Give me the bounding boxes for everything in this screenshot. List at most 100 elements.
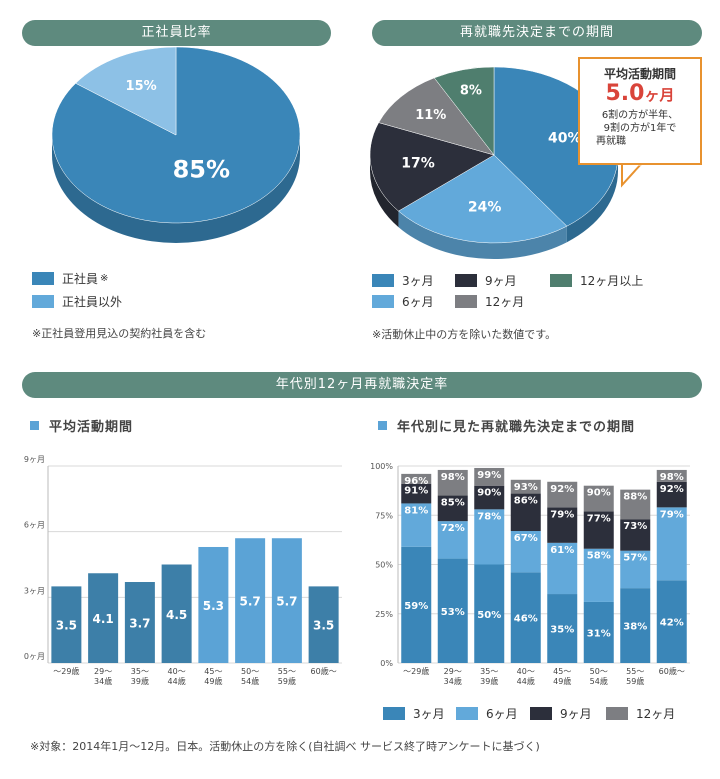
bar-value-label-1: 4.1 <box>92 612 113 626</box>
stack-seg-2-0 <box>401 483 432 504</box>
legend-12m: 12ヶ月 <box>455 293 524 310</box>
x-tick-label: 35〜 <box>131 667 149 676</box>
stack-seg-1-4 <box>547 542 578 595</box>
stack-label-3-5: 90% <box>587 488 611 499</box>
pie-label-0: 85% <box>173 155 230 183</box>
stack-label-1-3: 67% <box>514 533 538 544</box>
stack-seg-3-3 <box>510 479 541 494</box>
stack-label-3-6: 88% <box>623 492 647 503</box>
x-tick-label: 50〜 <box>590 667 608 676</box>
stack-seg-0-3 <box>510 572 541 663</box>
x-tick-label: 54歳 <box>241 676 259 686</box>
average-period-callout: 平均活動期間 5.0ヶ月 6割の方が半年、 9割の方が1年で 再就職 <box>578 57 702 165</box>
stack-seg-2-6 <box>620 519 651 551</box>
pie-side-2 <box>370 155 399 228</box>
x-tick-label: 49歳 <box>553 676 571 686</box>
stack-seg-1-5 <box>583 548 614 602</box>
legend-label: 正社員以外 <box>62 295 123 309</box>
stack-label-0-2: 50% <box>477 610 501 621</box>
stack-seg-1-2 <box>474 509 505 565</box>
stack-seg-0-1 <box>437 558 468 663</box>
x-tick-label: 55〜 <box>278 667 296 676</box>
bar-value-label-2: 3.7 <box>129 617 150 631</box>
bar-3 <box>161 564 192 663</box>
stack-label-2-1: 85% <box>441 498 465 509</box>
bar-0 <box>51 586 82 663</box>
stack-seg-1-7 <box>656 507 687 581</box>
x-tick-label: 〜29歳 <box>53 666 79 676</box>
x-tick-label: 35〜 <box>480 667 498 676</box>
stack-label-0-6: 38% <box>623 622 647 633</box>
x-tick-label: 55〜 <box>626 667 644 676</box>
y-tick-label: 6ヶ月 <box>24 521 45 530</box>
ratio-note: ※正社員登用見込の契約社員を含む <box>32 327 207 340</box>
average-period-bar-chart: 0ヶ月 3ヶ月 6ヶ月 9ヶ月 3.5 〜29歳 4.1 29〜34歳 3.7 35〜39歳 4.5… <box>24 455 342 686</box>
x-tick-label: 40〜 <box>517 667 535 676</box>
avg-period-title: 平均活動期間 <box>30 416 133 435</box>
stack-label-3-2: 99% <box>477 470 501 481</box>
stack-label-3-0: 96% <box>404 476 428 487</box>
stack-seg-3-0 <box>401 473 432 484</box>
y-tick-label: 100% <box>370 462 393 471</box>
pie-side-1 <box>398 211 567 259</box>
legend-seishain: 正社員 ※ <box>32 270 108 287</box>
x-tick-label: 34歳 <box>94 676 112 686</box>
x-tick-label: 49歳 <box>204 676 222 686</box>
stack-seg-1-3 <box>510 531 541 573</box>
x-tick-label: 44歳 <box>168 676 186 686</box>
period-header: 再就職先決定までの期間 <box>372 20 702 46</box>
legend-6m: 6ヶ月 <box>372 293 434 310</box>
stack-label-0-5: 31% <box>587 628 611 639</box>
stack-legend-9m: 9ヶ月 <box>530 705 592 722</box>
x-tick-label: 34歳 <box>444 676 462 686</box>
bar-1 <box>88 573 119 663</box>
y-tick-label: 9ヶ月 <box>24 455 45 464</box>
x-tick-label: 45〜 <box>553 667 571 676</box>
legend-12m-plus: 12ヶ月以上 <box>550 272 643 289</box>
x-tick-label: 59歳 <box>278 676 296 686</box>
stack-label-2-6: 73% <box>623 521 647 532</box>
stack-label-2-3: 86% <box>514 496 538 507</box>
callout-title: 平均活動期間 <box>603 67 676 81</box>
legend-non-seishain: 正社員以外 <box>32 293 122 310</box>
pie-side-0 <box>566 155 618 243</box>
pie-label-3: 11% <box>415 108 446 123</box>
stack-label-2-5: 77% <box>587 513 611 524</box>
stack-label-3-7: 98% <box>660 472 684 483</box>
stack-legend-3m: 3ヶ月 <box>383 705 445 722</box>
stack-seg-0-6 <box>620 588 651 663</box>
bar-value-label-6: 5.7 <box>276 595 297 609</box>
stack-seg-1-6 <box>620 550 651 589</box>
legend-mark: ※ <box>100 273 109 284</box>
bar-4 <box>198 546 229 663</box>
bar-value-label-0: 3.5 <box>56 619 77 633</box>
stack-seg-0-5 <box>583 601 614 663</box>
stack-label-0-3: 46% <box>514 614 538 625</box>
callout-value: 5.0ヶ月 <box>605 81 675 106</box>
x-tick-label: 40〜 <box>168 667 186 676</box>
legend-swatch <box>32 272 54 285</box>
x-tick-label: 44歳 <box>517 676 535 686</box>
x-tick-label: 59歳 <box>626 676 644 686</box>
pie-label-2: 17% <box>401 156 435 172</box>
x-tick-label: 54歳 <box>590 676 608 686</box>
y-tick-label: 0% <box>380 659 393 668</box>
stack-label-2-0: 91% <box>404 486 428 497</box>
stack-seg-2-1 <box>437 495 468 522</box>
byage-header: 年代別12ヶ月再就職決定率 <box>22 372 702 398</box>
x-tick-label: 29〜 <box>94 667 112 676</box>
ratio-pie-chart: 85% 15% <box>51 46 301 243</box>
stack-seg-2-7 <box>656 481 687 508</box>
x-tick-label: 〜29歳 <box>403 666 429 676</box>
stack-seg-0-2 <box>474 564 505 663</box>
x-tick-label: 50〜 <box>241 667 259 676</box>
pie-label-1: 15% <box>126 79 157 94</box>
y-tick-label: 75% <box>375 511 393 520</box>
stack-label-1-6: 57% <box>623 553 647 564</box>
y-tick-label: 3ヶ月 <box>24 586 45 595</box>
stack-seg-3-5 <box>583 485 614 512</box>
stack-label-0-7: 42% <box>660 618 684 629</box>
stack-label-0-4: 35% <box>550 625 574 636</box>
stack-label-3-3: 93% <box>514 482 538 493</box>
stack-seg-0-4 <box>547 594 578 663</box>
